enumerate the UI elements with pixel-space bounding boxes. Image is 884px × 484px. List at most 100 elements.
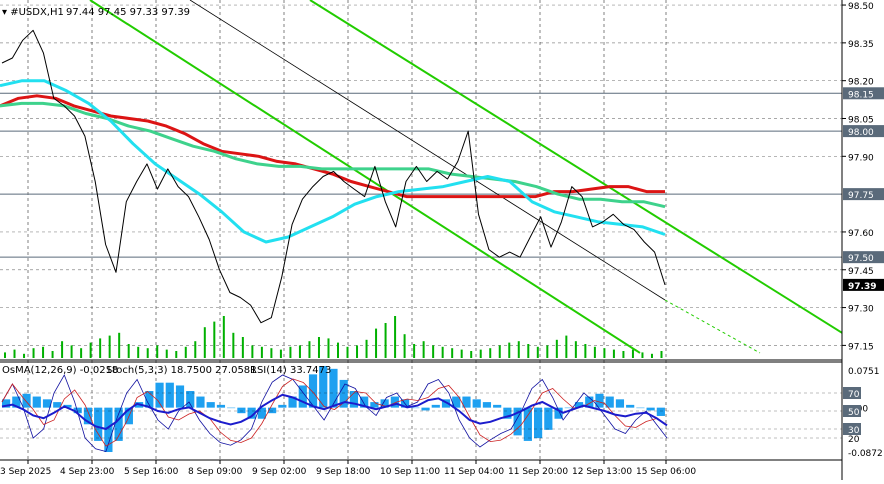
osma-axis-bottom: -0.0872 (848, 449, 883, 459)
volume-bar (660, 351, 663, 358)
osma-bar (298, 385, 307, 408)
osma-bar (513, 407, 522, 436)
current-price-label: 97.39 (848, 282, 876, 292)
level-tag-label: 97.50 (848, 254, 874, 264)
price-tick-label: 97.45 (848, 267, 874, 277)
osma-bar (237, 407, 246, 414)
osma-bar (165, 382, 174, 408)
volume-bar (61, 341, 64, 358)
volume-bar (555, 339, 558, 358)
osma-bar (257, 407, 266, 419)
osma-bar (32, 396, 41, 408)
volume-bar (527, 344, 530, 358)
trend-channels (89, 0, 843, 354)
osma-bar (646, 407, 655, 411)
osma-bar (206, 402, 215, 408)
time-axis: 3 Sep 2025 4 Sep 23:00 5 Sep 16:00 8 Sep 09… (0, 460, 696, 477)
time-label: 11 Sep 20:00 (508, 467, 568, 477)
volume-bar (536, 346, 539, 358)
volume-bar (289, 346, 292, 358)
price-tick-label: 97.60 (848, 229, 874, 239)
osma-bar (370, 402, 379, 408)
osma-bar (288, 396, 297, 408)
osma-bar (2, 399, 11, 408)
volume-bar (213, 321, 216, 358)
osma-bar (94, 407, 103, 441)
osma-bar (227, 407, 236, 409)
volume-bar (23, 353, 26, 358)
osma-bar (145, 391, 154, 408)
time-label: 3 Sep 2025 (0, 467, 51, 477)
volume-bar (584, 344, 587, 358)
osma-bar (564, 407, 573, 409)
osma-bar (574, 402, 584, 408)
volume-bar (479, 349, 482, 358)
volume-bar (203, 327, 206, 358)
volume-bar (498, 345, 501, 358)
volume-bar (517, 341, 520, 358)
grid (0, 0, 842, 460)
volume-bar (470, 351, 473, 358)
volume-bar (108, 335, 111, 358)
osma-bar (104, 407, 113, 453)
osma-bar (411, 407, 420, 409)
volume-bar (80, 348, 83, 358)
ma-cyan-line (0, 79, 666, 244)
osma-bar (53, 402, 62, 408)
volume-bar (394, 316, 397, 358)
osc-level-label-tag (843, 387, 861, 399)
level-tag-label: 98.15 (848, 90, 874, 100)
volume-bar (156, 345, 159, 358)
osma-bar (114, 407, 123, 441)
price-series (1, 29, 666, 324)
volume-bar (460, 349, 463, 358)
osma-bar (360, 396, 369, 408)
osma-label: OsMA(12,26,9) -0.0218 (2, 365, 118, 376)
osma-bar (595, 393, 604, 408)
rsi-line (1, 393, 668, 431)
volume-bar (99, 338, 102, 358)
volume-bar (308, 341, 311, 358)
time-label: 15 Sep 06:00 (636, 467, 696, 477)
osma-bar (155, 382, 164, 408)
time-label: 9 Sep 02:00 (252, 467, 307, 477)
volume-bar (232, 332, 235, 358)
osma-bar (380, 399, 389, 408)
volume-bar (337, 342, 339, 358)
time-label: 5 Sep 16:00 (124, 467, 179, 477)
price-axis: 98.50 98.35 98.20 98.05 97.90 97.60 97.45 97.30… (842, 2, 884, 352)
osc-level-label: 30 (848, 426, 860, 436)
channel-line-0 (89, 0, 641, 354)
time-label: 12 Sep 13:00 (572, 467, 632, 477)
volume-bar (631, 349, 634, 358)
osma-bar (421, 407, 430, 411)
osma-bar (278, 404, 287, 408)
time-label: 9 Sep 18:00 (316, 467, 371, 477)
osma-bar (216, 404, 226, 408)
volume-bar (260, 346, 263, 358)
price-levels (0, 92, 842, 258)
osma-bar (390, 396, 399, 408)
symbol-label[interactable]: ▾ #USDX,H1 (2, 7, 64, 18)
ohlc-label: 97.44 97.45 97.33 97.39 (66, 7, 190, 18)
osma-axis-top: 0.0751 (848, 367, 880, 377)
osma-bar (472, 399, 481, 408)
volume-bar (565, 335, 568, 358)
osma-bar (73, 407, 82, 414)
channel-line-2 (189, 0, 666, 301)
volume-bar (279, 349, 282, 358)
osma-bar (626, 404, 635, 408)
volume-bar (489, 348, 492, 358)
close-price-line (1, 29, 666, 324)
osma-bar (615, 399, 625, 408)
volume-bar (574, 341, 577, 358)
volume-bar (4, 352, 6, 358)
level-tag-label: 98.00 (848, 128, 874, 138)
volume-bar (270, 348, 273, 358)
osma-bar (585, 396, 594, 408)
time-label: 10 Sep 11:00 (380, 467, 440, 477)
osma-bar (523, 407, 532, 441)
